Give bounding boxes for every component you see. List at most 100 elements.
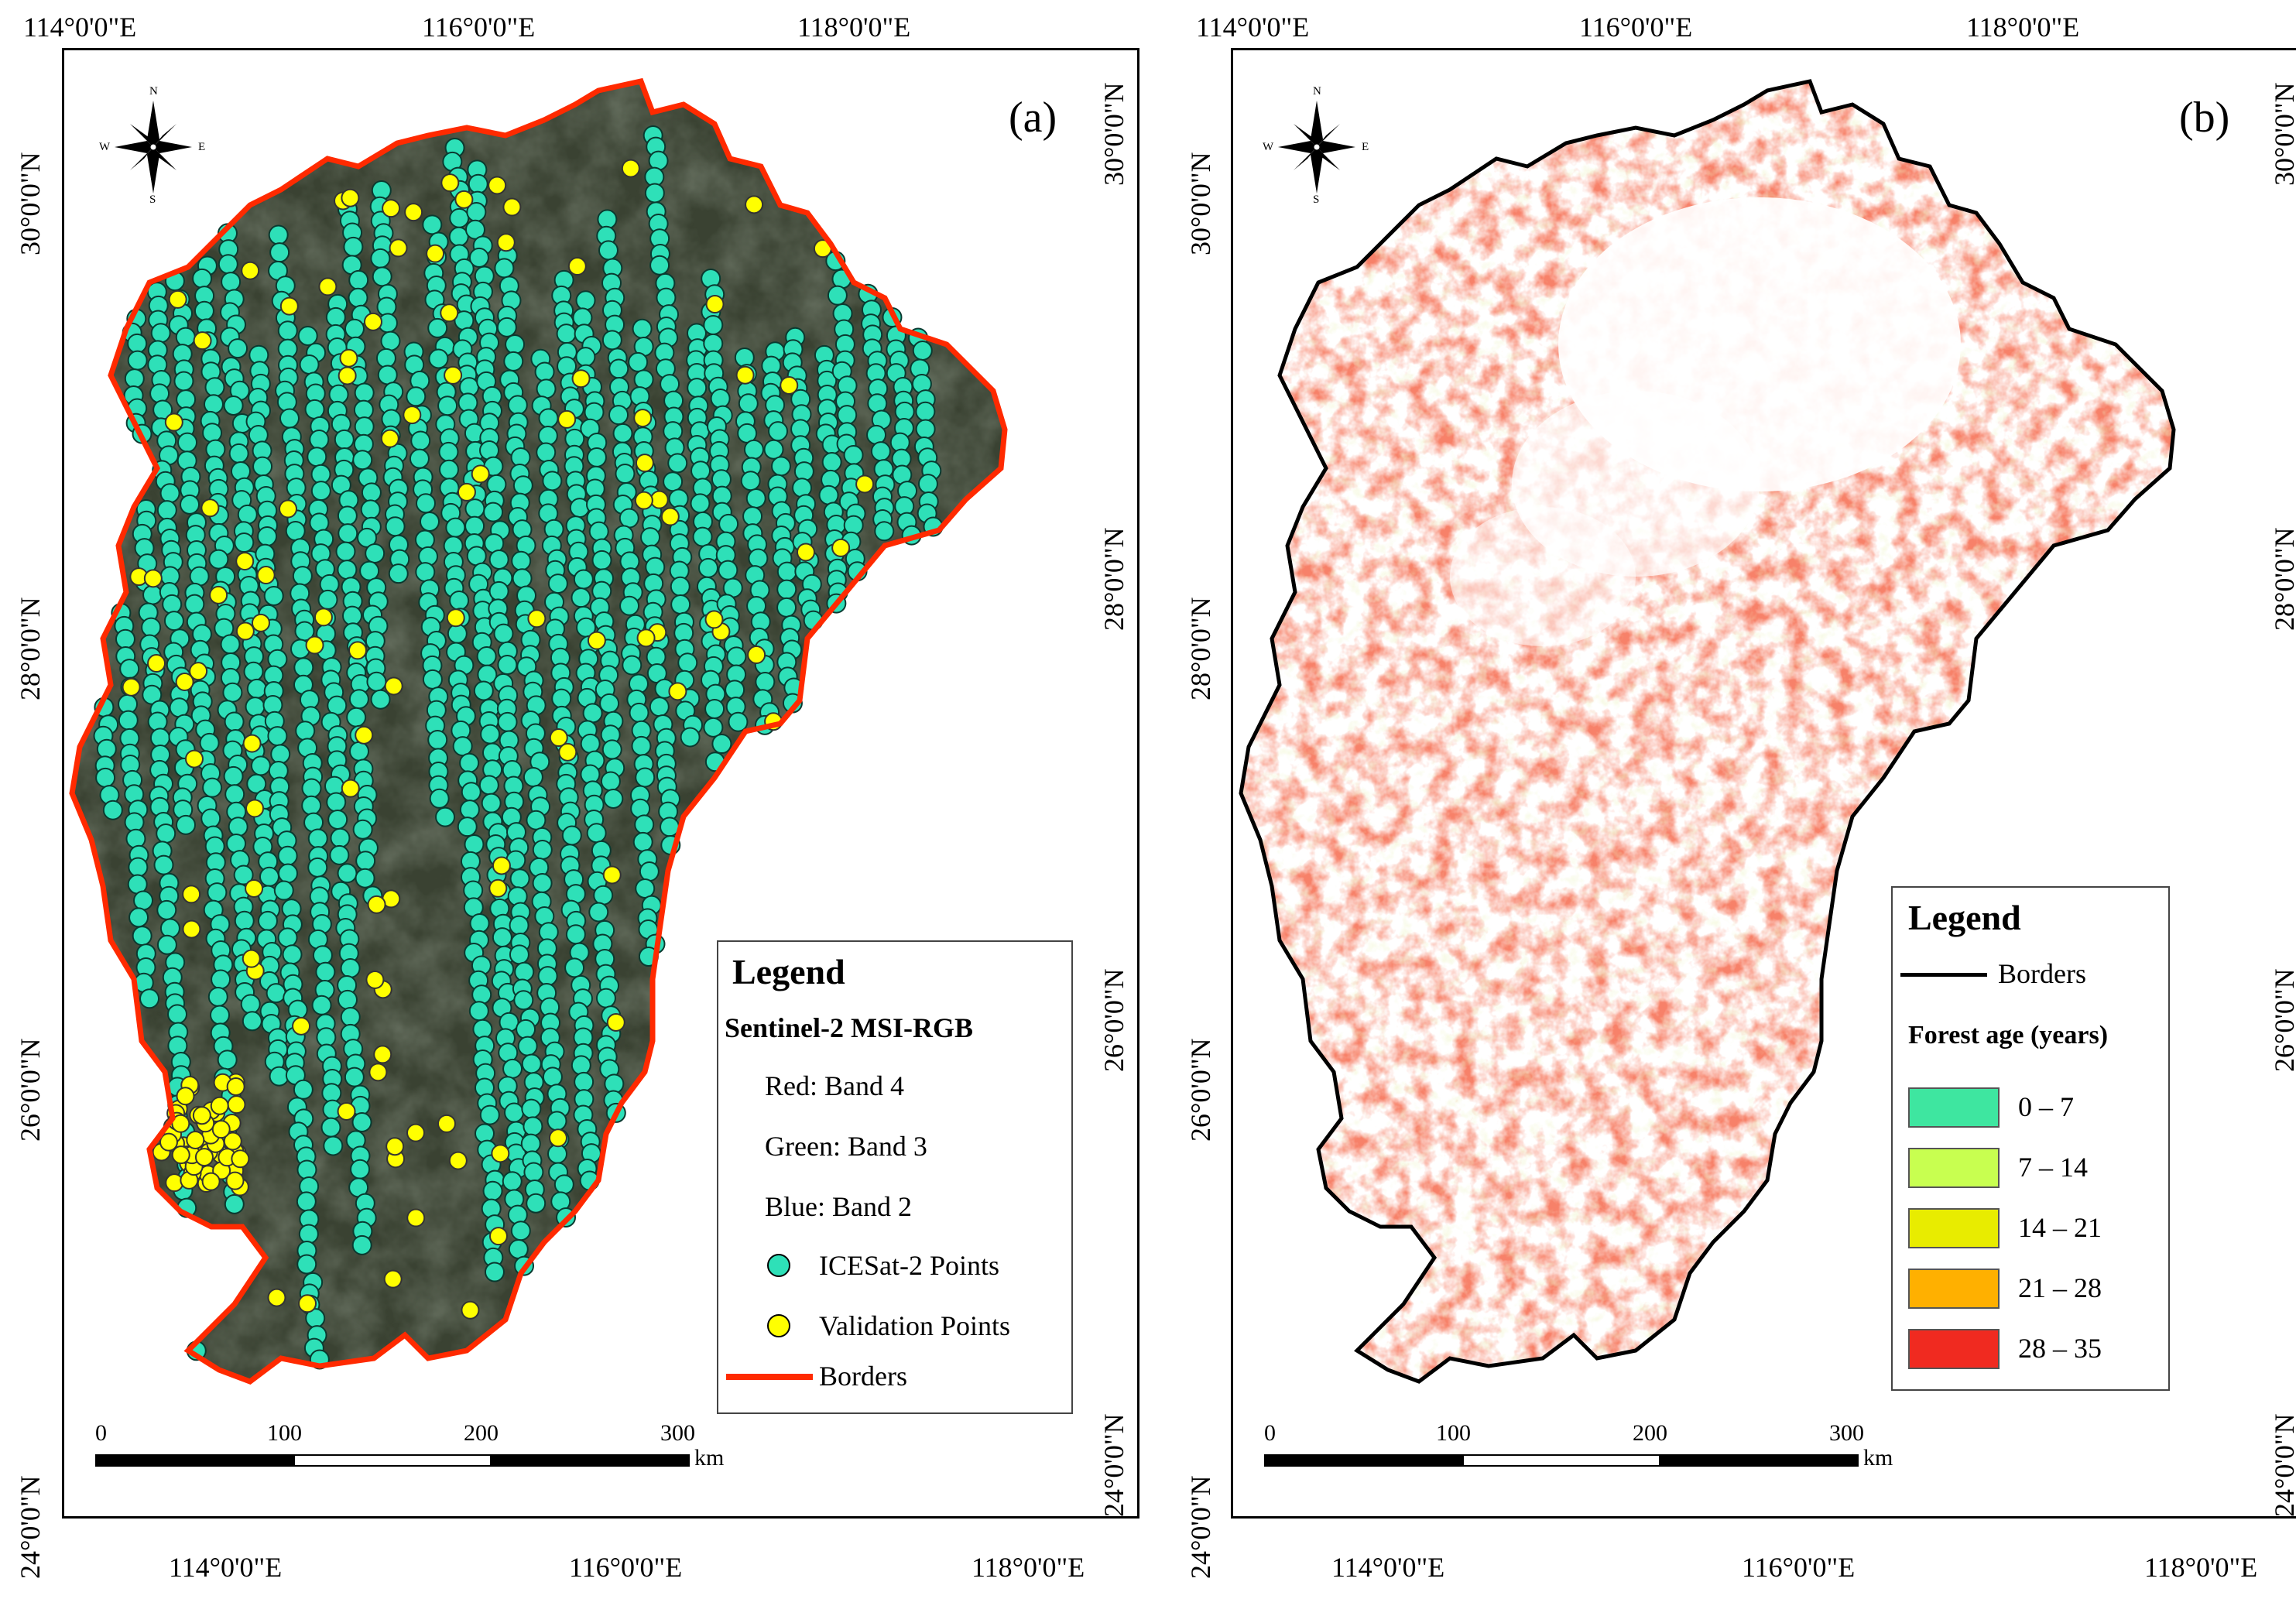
icesat-point — [355, 851, 376, 871]
icesat-point — [354, 416, 375, 437]
icesat-point — [474, 1123, 495, 1144]
icesat-point — [194, 300, 214, 321]
icesat-point — [175, 327, 196, 348]
icesat-point — [223, 395, 244, 416]
validation-point — [182, 919, 201, 939]
icesat-point — [304, 399, 325, 419]
icesat-point — [263, 585, 284, 606]
icesat-point — [502, 1058, 523, 1079]
icesat-point — [649, 255, 670, 276]
icesat-point — [608, 405, 629, 426]
icesat-point — [481, 793, 502, 813]
validation-point — [557, 409, 577, 429]
icesat-point — [493, 623, 514, 644]
validation-point — [223, 1132, 242, 1151]
axis-a-left-24: 24°0'0"N — [15, 1475, 46, 1579]
validation-point — [235, 621, 255, 641]
icesat-point — [582, 703, 603, 724]
icesat-point — [573, 569, 594, 590]
validation-point — [549, 728, 568, 748]
validation-point — [831, 538, 851, 557]
validation-point — [175, 673, 194, 692]
icesat-point — [118, 710, 139, 731]
validation-point — [231, 1149, 250, 1169]
icesat-point — [513, 990, 534, 1011]
icesat-point — [346, 707, 367, 728]
icesat-point — [843, 515, 864, 536]
icesat-point — [464, 219, 485, 240]
validation-point — [444, 365, 463, 385]
scale-tick-0-b: 0 — [1264, 1420, 1276, 1446]
icesat-point — [325, 306, 346, 327]
validation-point — [548, 1128, 567, 1148]
icesat-point — [208, 549, 229, 570]
icesat-point — [687, 378, 708, 399]
validation-point — [780, 375, 799, 395]
validation-point — [256, 566, 276, 585]
icesat-point — [742, 506, 763, 527]
icesat-point — [153, 854, 174, 875]
icesat-point — [323, 1135, 344, 1156]
icesat-point — [380, 330, 401, 351]
icesat-point — [608, 358, 629, 379]
validation-point — [454, 190, 474, 209]
validation-point — [496, 233, 516, 252]
icesat-point — [492, 927, 512, 948]
icesat-point — [307, 447, 327, 467]
validation-point — [367, 895, 386, 914]
icesat-point — [351, 1111, 372, 1132]
icesat-point — [167, 1004, 188, 1025]
icesat-point — [349, 741, 370, 762]
validation-point — [176, 1087, 195, 1106]
icesat-point — [481, 742, 502, 763]
icesat-point — [553, 1174, 574, 1195]
icesat-point — [199, 732, 220, 753]
age-class-label: 14 – 21 — [2018, 1212, 2102, 1243]
axis-b-top-114: 114°0'0"E — [1196, 12, 1310, 43]
validation-point — [457, 482, 476, 502]
icesat-point — [547, 574, 568, 594]
icesat-point — [156, 823, 176, 844]
icesat-point — [697, 557, 718, 578]
validation-point — [339, 348, 358, 368]
icesat-point — [226, 834, 247, 854]
validation-point — [571, 369, 591, 389]
icesat-point — [330, 827, 351, 848]
axis-b-bottom-116: 116°0'0"E — [1742, 1552, 1856, 1583]
icesat-point — [464, 515, 485, 536]
icesat-point — [599, 693, 620, 714]
icesat-point — [468, 247, 489, 268]
validation-point — [502, 197, 522, 217]
icesat-point — [670, 594, 691, 615]
age-class-label: 28 – 35 — [2018, 1333, 2102, 1364]
icesat-point — [461, 782, 481, 803]
icesat-point — [149, 383, 170, 404]
validation-point — [855, 474, 875, 494]
compass-e-b: E — [1362, 141, 1369, 153]
icesat-point — [547, 1143, 568, 1164]
validation-point — [245, 878, 264, 898]
icesat-point — [427, 729, 448, 750]
icesat-point — [509, 915, 529, 936]
axis-a-left-28: 28°0'0"N — [15, 597, 46, 700]
icesat-point — [468, 173, 488, 194]
icesat-point — [818, 484, 839, 505]
icesat-point — [311, 995, 332, 1015]
validation-point — [386, 1137, 405, 1156]
icesat-point — [352, 450, 373, 471]
icesat-point — [207, 986, 228, 1007]
icesat-point — [277, 320, 298, 341]
icesat-point — [329, 844, 350, 865]
province-border-b — [1239, 79, 2176, 1384]
icesat-point — [632, 318, 653, 339]
icesat-point — [523, 1116, 543, 1137]
validation-point — [164, 413, 183, 432]
icesat-point — [410, 430, 431, 451]
validation-point — [446, 608, 465, 628]
icesat-point — [588, 521, 609, 542]
icesat-point — [427, 317, 448, 338]
validation-point — [194, 1148, 214, 1167]
icesat-point — [203, 394, 224, 415]
icesat-point — [279, 408, 300, 429]
validation-symbol-icon — [767, 1314, 790, 1337]
